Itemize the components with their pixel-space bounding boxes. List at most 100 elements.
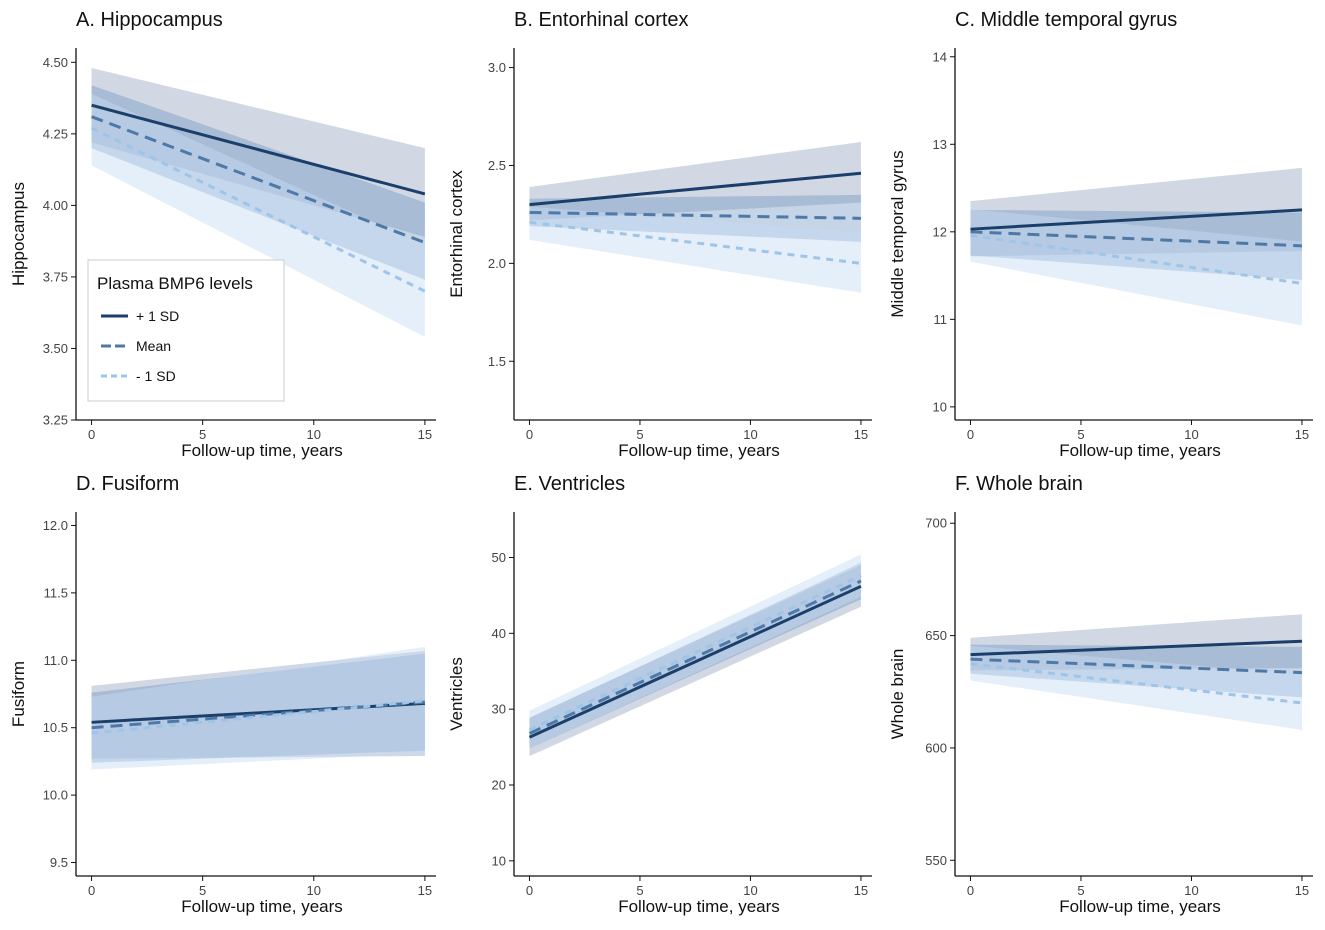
x-tick-label: 15	[418, 883, 432, 898]
y-tick-label: 600	[925, 740, 947, 755]
y-tick-label: 40	[492, 626, 506, 641]
ci-band-minus-sd	[91, 93, 425, 338]
ci-band-plus-sd	[970, 614, 1302, 671]
y-tick-label: 13	[933, 137, 947, 152]
x-tick-label: 0	[967, 427, 974, 442]
x-tick-label: 10	[1184, 883, 1198, 898]
y-tick-label: 4.00	[43, 198, 68, 213]
y-axis-title: Fusiform	[9, 661, 28, 727]
panel-title: E. Ventricles	[514, 473, 625, 495]
y-axis-title: Middle temporal gyrus	[888, 150, 907, 317]
y-tick-label: 3.75	[43, 269, 68, 284]
y-tick-label: 11.0	[44, 653, 68, 668]
y-tick-label: 11	[934, 312, 948, 327]
y-tick-label: 14	[933, 49, 947, 64]
y-tick-label: 3.25	[43, 413, 68, 428]
ci-band-plus-sd	[91, 650, 425, 759]
x-tick-label: 5	[199, 883, 206, 898]
y-tick-label: 2.5	[488, 158, 506, 173]
ci-band-minus-sd	[970, 645, 1302, 730]
series-line-minus-sd	[529, 220, 862, 265]
ci-band-mean	[970, 209, 1302, 280]
y-tick-label: 3.50	[43, 341, 68, 356]
x-tick-label: 15	[854, 427, 868, 442]
panel-e: 0 5 10 15 10 20 30 40 50 E. Ventricles Follow-up t…	[447, 473, 872, 916]
series-line-minus-sd	[91, 699, 426, 735]
panel-c: 0 5 10 15 10 11 12 13 14 C. Middle temporal gyrus…	[888, 9, 1313, 460]
x-tick-label: 0	[967, 883, 974, 898]
series-line-plus-sd	[970, 639, 1303, 657]
ci-band-plus-sd	[91, 68, 425, 237]
y-tick-label: 550	[925, 853, 947, 868]
series-line-minus-sd	[528, 574, 862, 732]
x-axis-title: Follow-up time, years	[1059, 897, 1221, 916]
y-axis-title: Whole brain	[888, 649, 907, 740]
series-line-plus-sd	[970, 208, 1303, 231]
y-tick-label: 12.0	[43, 518, 68, 533]
y-axis-title: Hippocampus	[9, 182, 28, 286]
x-axis-title: Follow-up time, years	[618, 897, 780, 916]
y-tick-label: 10.5	[43, 720, 68, 735]
x-tick-label: 10	[307, 427, 321, 442]
series-line-mean	[970, 657, 1303, 675]
legend-box	[87, 259, 285, 402]
x-tick-label: 5	[199, 427, 206, 442]
x-tick-label: 5	[1077, 427, 1084, 442]
series-line-mean	[528, 579, 862, 735]
x-tick-label: 15	[1295, 883, 1309, 898]
legend-label-plus-sd: + 1 SD	[136, 308, 179, 324]
y-tick-label: 20	[492, 778, 506, 793]
x-tick-label: 0	[88, 883, 95, 898]
x-axis-title: Follow-up time, years	[1059, 441, 1221, 460]
y-tick-label: 12	[933, 224, 947, 239]
x-axis-title: Follow-up time, years	[181, 897, 343, 916]
x-tick-label: 0	[88, 427, 95, 442]
x-tick-label: 10	[307, 883, 321, 898]
panel-a: 0 5 10 15 3.25 3.50 3.75 4.00 4.25 4.50 A. Hippoca…	[9, 9, 436, 460]
x-tick-label: 0	[526, 883, 533, 898]
series-line-mean	[970, 230, 1303, 248]
ci-band-mean	[529, 194, 861, 242]
series-line-plus-sd	[529, 171, 862, 207]
y-axis-title: Ventricles	[447, 657, 466, 731]
ci-band-mean	[91, 653, 425, 763]
panel-title: A. Hippocampus	[76, 9, 223, 31]
y-tick-label: 10	[492, 853, 506, 868]
x-axis-title: Follow-up time, years	[181, 441, 343, 460]
y-tick-label: 3.0	[488, 60, 506, 75]
ci-band-minus-sd	[91, 646, 425, 770]
series-line-mean	[529, 210, 861, 220]
x-axis-title: Follow-up time, years	[618, 441, 780, 460]
x-tick-label: 15	[1295, 427, 1309, 442]
y-tick-label: 10	[933, 399, 947, 414]
y-tick-label: 2.0	[488, 256, 506, 271]
legend-label-minus-sd: - 1 SD	[136, 368, 176, 384]
y-tick-label: 50	[492, 550, 506, 565]
legend-label-mean: Mean	[136, 338, 171, 354]
legend: Plasma BMP6 levels + 1 SD Mean - 1 SD	[87, 259, 285, 402]
panel-title: D. Fusiform	[76, 473, 179, 495]
ci-band-plus-sd	[529, 141, 861, 221]
x-tick-label: 10	[1184, 427, 1198, 442]
panel-d: 0 5 10 15 9.5 10.0 10.5 11.0 11.5 12.0 D. Fusiform…	[9, 473, 436, 916]
x-tick-label: 5	[1077, 883, 1084, 898]
legend-title: Plasma BMP6 levels	[97, 274, 253, 293]
series-line-minus-sd	[970, 662, 1303, 705]
ci-band-mean	[970, 644, 1302, 698]
ci-band-minus-sd	[529, 206, 861, 293]
panel-f: 0 5 10 15 550 600 650 700 F. Whole brain Follow-u…	[888, 473, 1313, 916]
series-line-plus-sd	[528, 584, 862, 739]
series-line-minus-sd	[970, 233, 1303, 285]
y-tick-label: 10.0	[43, 788, 68, 803]
x-tick-label: 15	[854, 883, 868, 898]
y-tick-label: 30	[492, 702, 506, 717]
y-tick-label: 9.5	[50, 855, 68, 870]
panel-title: B. Entorhinal cortex	[514, 9, 689, 31]
panel-b: 0 5 10 15 1.5 2.0 2.5 3.0 B. Entorhinal cortex Fo…	[447, 9, 872, 460]
x-tick-label: 10	[743, 427, 757, 442]
ci-band-mean	[529, 562, 861, 749]
y-tick-label: 700	[925, 516, 947, 531]
y-tick-label: 11.5	[44, 585, 68, 600]
ci-band-mean	[91, 85, 425, 280]
